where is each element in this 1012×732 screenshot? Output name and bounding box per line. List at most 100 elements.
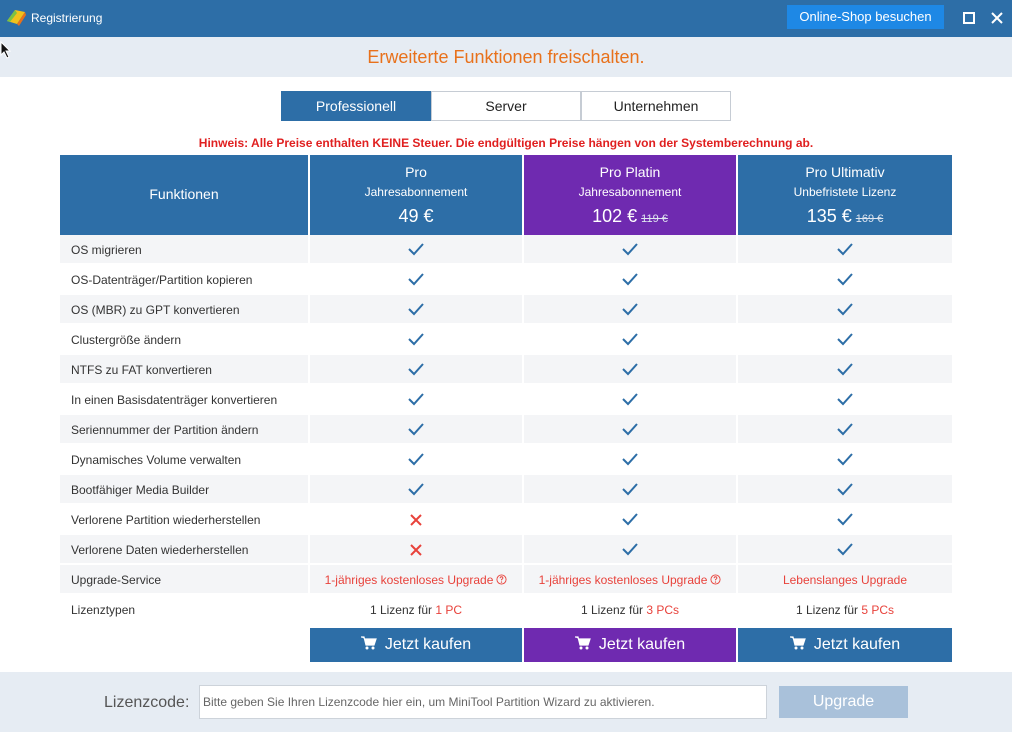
license-footer: Lizenzcode: Upgrade [0,672,1012,732]
check-icon [408,243,424,256]
buy-label: Jetzt kaufen [598,636,686,653]
check-icon [622,363,638,376]
plan-term: Jahresabonnement [578,185,682,199]
table-cell [310,535,522,563]
table-cell [738,415,952,443]
check-icon [837,513,853,526]
table-cell: OS migrieren [60,235,308,263]
license-text: 1 Lizenz für 1 PC [310,603,522,617]
help-icon[interactable] [496,574,507,585]
tab-unternehmen[interactable]: Unternehmen [581,91,731,121]
table-cell: 1-jähriges kostenloses Upgrade [524,565,736,593]
plan-header-pro-ultimativ: Pro Ultimativ Unbefristete Lizenz 135 €1… [738,155,952,235]
plan-price-value: 49 € [398,206,434,226]
plan-old-price: 169 € [855,213,884,225]
table-row: Verlorene Daten wiederherstellen [60,535,952,565]
table-cell: Verlorene Daten wiederherstellen [60,535,308,563]
feature-label: NTFS zu FAT konvertieren [71,363,212,377]
plan-name: Pro Ultimativ [805,164,885,180]
table-cell: Lebenslanges Upgrade [738,565,952,593]
table-cell [310,415,522,443]
close-icon[interactable] [988,9,1006,27]
table-cell [310,325,522,353]
table-cell [524,475,736,503]
check-icon [837,363,853,376]
table-cell: 1 Lizenz für 5 PCs [738,595,952,623]
table-cell: Bootfähiger Media Builder [60,475,308,503]
check-icon [837,273,853,286]
table-row: Dynamisches Volume verwalten [60,445,952,475]
tab-professionell[interactable]: Professionell [281,91,431,121]
check-icon [837,483,853,496]
row-label: Lizenztypen [71,603,136,617]
check-icon [622,333,638,346]
table-cell [738,265,952,293]
upgrade-service-value: Lebenslanges Upgrade [782,573,908,587]
plan-name: Pro [405,164,427,180]
check-icon [408,423,424,436]
plan-price: 102 €119 € [524,206,736,227]
table-row: OS migrieren [60,235,952,265]
feature-label: In einen Basisdatenträger konvertieren [71,393,278,407]
table-cell [738,445,952,473]
check-icon [622,423,638,436]
check-icon [837,393,853,406]
table-cell [738,505,952,533]
table-cell [738,475,952,503]
check-icon [622,243,638,256]
buy-pro-button[interactable]: Jetzt kaufen [310,628,522,662]
license-count: 3 PCs [646,603,680,617]
check-icon [622,543,638,556]
table-cell [524,535,736,563]
cart-icon [360,636,377,650]
check-icon [837,543,853,556]
table-cell [310,295,522,323]
check-icon [408,333,424,346]
table-row-upgrade: Upgrade-Service 1-jähriges kostenloses U… [60,565,952,595]
table-cell [524,505,736,533]
table-row: Verlorene Partition wiederherstellen [60,505,952,535]
plan-price: 135 €169 € [738,206,952,227]
table-cell: Clustergröße ändern [60,325,308,353]
plan-name: Pro Platin [599,164,661,180]
table-cell: Dynamisches Volume verwalten [60,445,308,473]
check-icon [837,423,853,436]
page-title: Erweiterte Funktionen freischalten. [367,47,645,67]
table-cell [738,355,952,383]
plan-price-value: 102 € [592,206,638,226]
table-cell [738,235,952,263]
feature-label: OS (MBR) zu GPT konvertieren [71,303,240,317]
check-icon [622,453,638,466]
help-icon[interactable] [710,574,721,585]
online-shop-button[interactable]: Online-Shop besuchen [787,5,944,29]
table-cell: Verlorene Partition wiederherstellen [60,505,308,533]
check-icon [837,243,853,256]
maximize-icon[interactable] [960,9,978,27]
license-code-input[interactable] [199,685,767,719]
upgrade-service-value: 1-jähriges kostenloses Upgrade [538,573,708,587]
tab-server[interactable]: Server [431,91,581,121]
table-cell [524,355,736,383]
check-icon [408,273,424,286]
table-cell [524,385,736,413]
table-cell [524,415,736,443]
table-cell: 1 Lizenz für 3 PCs [524,595,736,623]
check-icon [408,483,424,496]
table-cell [310,475,522,503]
upgrade-service-text: 1-jähriges kostenloses Upgrade [524,573,736,587]
buy-pro-ultimativ-button[interactable]: Jetzt kaufen [738,628,952,662]
tax-notice: Hinweis: Alle Preise enthalten KEINE Ste… [198,136,814,150]
table-cell [524,295,736,323]
feature-label: Bootfähiger Media Builder [71,483,210,497]
table-cell [524,265,736,293]
feature-label: Clustergröße ändern [71,333,182,347]
upgrade-button[interactable]: Upgrade [779,686,908,718]
plan-header-pro-platin: Pro Platin Jahresabonnement 102 €119 € [524,155,736,235]
feature-header: Funktionen [60,155,308,235]
buy-pro-platin-button[interactable]: Jetzt kaufen [524,628,736,662]
check-icon [408,393,424,406]
table-row: In einen Basisdatenträger konvertieren [60,385,952,415]
table-row-license: Lizenztypen 1 Lizenz für 1 PC 1 Lizenz f… [60,595,952,625]
table-row: Bootfähiger Media Builder [60,475,952,505]
table-cell: OS-Datenträger/Partition kopieren [60,265,308,293]
